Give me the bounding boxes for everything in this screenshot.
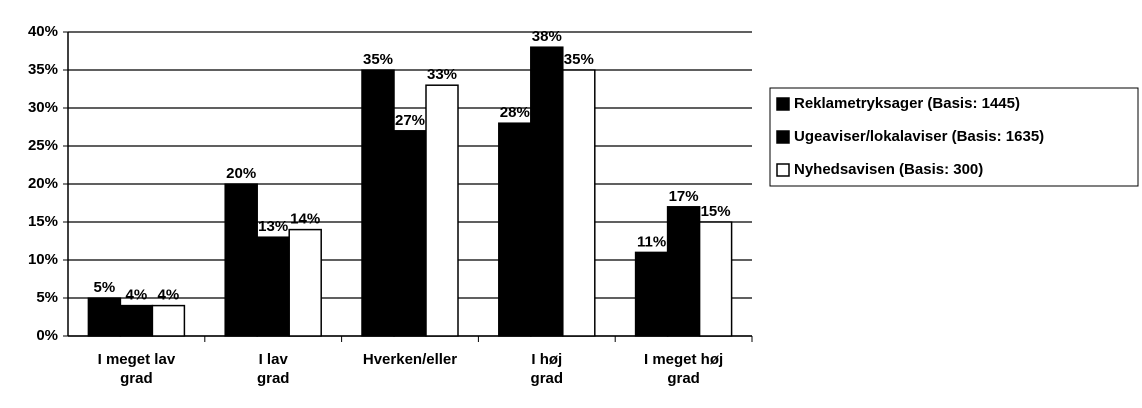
y-tick-label: 30%	[28, 99, 58, 116]
legend-box	[769, 87, 1139, 187]
bar	[425, 84, 459, 337]
legend-swatch	[776, 130, 790, 144]
value-label: 14%	[290, 211, 320, 228]
value-label: 20%	[226, 165, 256, 182]
value-label: 38%	[532, 28, 562, 45]
bar	[224, 183, 258, 337]
bar	[666, 206, 701, 337]
value-label: 4%	[126, 287, 148, 304]
value-label: 27%	[395, 112, 425, 129]
x-tick-label: I høj grad	[531, 351, 564, 387]
legend-swatch	[776, 163, 790, 177]
value-label: 35%	[363, 51, 393, 68]
value-label: 15%	[701, 203, 731, 220]
legend-label: Ugeaviser/lokalaviser (Basis: 1635)	[794, 128, 1044, 145]
bar	[87, 297, 122, 337]
value-label: 4%	[158, 287, 180, 304]
value-label: 35%	[564, 51, 594, 68]
value-label: 13%	[258, 218, 288, 235]
legend-swatch	[776, 97, 790, 111]
y-tick-label: 5%	[36, 289, 58, 306]
value-label: 28%	[500, 104, 530, 121]
bar	[288, 228, 322, 337]
y-tick-label: 10%	[28, 251, 58, 268]
bar	[498, 122, 532, 337]
y-tick-label: 40%	[28, 23, 58, 40]
value-label: 33%	[427, 66, 457, 83]
bar	[393, 130, 427, 337]
x-tick-label: I meget lav grad	[98, 351, 176, 387]
legend-label: Reklametryksager (Basis: 1445)	[794, 95, 1020, 112]
x-tick-label: I lav grad	[257, 351, 290, 387]
y-tick-label: 20%	[28, 175, 58, 192]
y-tick-label: 35%	[28, 61, 58, 78]
bar	[634, 251, 669, 337]
value-label: 11%	[637, 233, 666, 250]
bar	[562, 69, 596, 337]
value-label: 17%	[669, 188, 699, 205]
bar	[151, 304, 186, 337]
x-tick-label: I meget høj grad	[644, 351, 723, 387]
bar	[698, 221, 733, 337]
bar	[361, 69, 395, 337]
bar	[119, 304, 154, 337]
y-tick-label: 15%	[28, 213, 58, 230]
bar	[256, 236, 290, 337]
value-label: 5%	[94, 279, 116, 296]
y-tick-label: 0%	[36, 327, 58, 344]
y-tick-label: 25%	[28, 137, 58, 154]
legend-label: Nyhedsavisen (Basis: 300)	[794, 161, 983, 178]
x-tick-label: Hverken/eller	[363, 351, 457, 368]
bar	[530, 46, 564, 337]
